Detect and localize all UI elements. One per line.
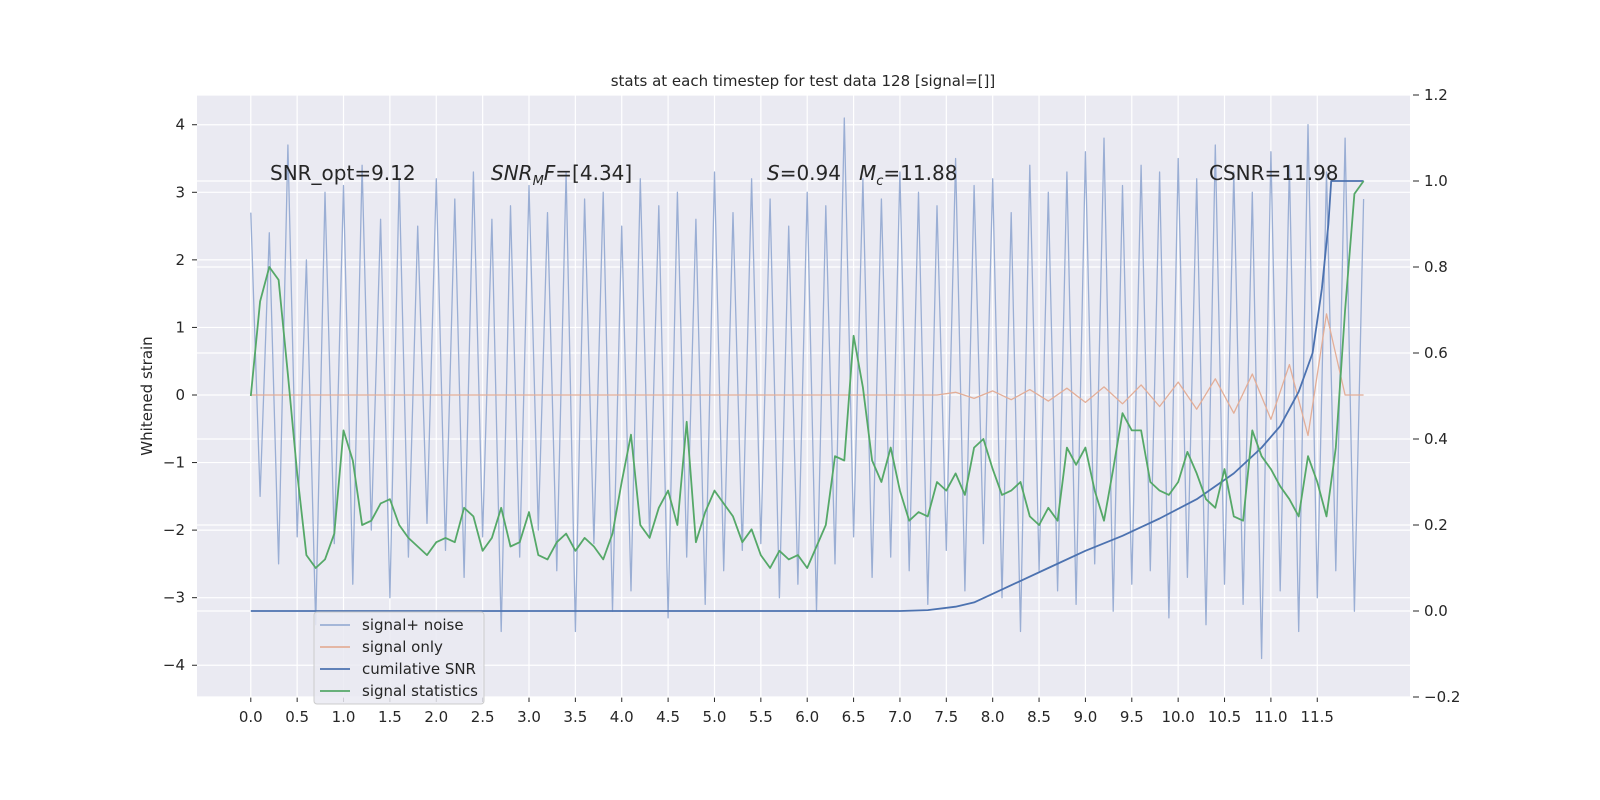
x-tick-label: 5.5 [749, 708, 773, 726]
x-tick-label: 1.5 [378, 708, 402, 726]
y2-tick-label: 0.4 [1424, 430, 1448, 448]
plot-area [197, 95, 1410, 697]
series-line [250, 117, 1365, 660]
x-tick-label: 0.5 [285, 708, 309, 726]
annotation-part: =11.88 [883, 161, 957, 185]
annotation-part: S [767, 161, 780, 185]
y-tick-label: −3 [163, 589, 185, 607]
annotation-part: =[4.34] [555, 161, 632, 185]
y-tick-label: 1 [175, 318, 185, 336]
y-tick-label: 3 [175, 183, 185, 201]
x-tick-label: 5.0 [703, 708, 727, 726]
y2-tick-label: 0.6 [1424, 344, 1448, 362]
x-tick-label: 8.0 [981, 708, 1005, 726]
x-tick-label: 10.5 [1208, 708, 1241, 726]
annotation-part: M [859, 161, 876, 185]
x-tick-label: 10.0 [1161, 708, 1194, 726]
annotation-part: =0.94 [780, 161, 841, 185]
annotation: Mc=11.88 [859, 161, 957, 189]
y-tick-label: 4 [175, 116, 185, 134]
annotation-part: M [533, 174, 544, 189]
legend-label: signal only [362, 638, 443, 656]
legend-box [313, 611, 485, 705]
x-tick-label: 4.5 [656, 708, 680, 726]
legend-label: signal statistics [362, 682, 478, 700]
x-tick-label: 2.0 [424, 708, 448, 726]
x-tick-label: 3.5 [563, 708, 587, 726]
y2-tick-label: 0.2 [1424, 516, 1448, 534]
x-tick-label: 4.0 [610, 708, 634, 726]
x-tick-label: 9.5 [1120, 708, 1144, 726]
series-group [249, 117, 1365, 660]
y-axis-label: Whitened strain [138, 336, 156, 455]
y-tick-label: −1 [163, 454, 185, 472]
annotation-part: c [876, 174, 883, 189]
x-tick-label: 6.5 [842, 708, 866, 726]
y2-tick-label: 0.0 [1424, 602, 1448, 620]
series-line [250, 313, 1364, 437]
x-tick-label: 7.0 [888, 708, 912, 726]
x-tick-label: 7.5 [934, 708, 958, 726]
x-tick-label: 1.0 [332, 708, 356, 726]
annotation-part: F [544, 161, 556, 185]
annotation: SNR_opt=9.12 [270, 161, 416, 185]
chart-title: stats at each timestep for test data 128… [611, 72, 996, 90]
y2-tick-label: 0.8 [1424, 258, 1448, 276]
x-tick-label: 6.0 [795, 708, 819, 726]
x-tick-label: 11.0 [1254, 708, 1287, 726]
series-line [250, 180, 1364, 612]
series-line [249, 180, 1365, 569]
annotation-part: SNR [491, 161, 533, 185]
x-tick-label: 9.0 [1073, 708, 1097, 726]
legend-label: signal+ noise [362, 616, 464, 634]
x-tick-label: 0.0 [239, 708, 263, 726]
y2-tick-label: −0.2 [1424, 688, 1460, 706]
y-tick-label: 0 [175, 386, 185, 404]
y-tick-label: 2 [175, 251, 185, 269]
legend-label: cumilative SNR [362, 660, 476, 678]
x-tick-label: 2.5 [471, 708, 495, 726]
annotation: CSNR=11.98 [1209, 161, 1339, 185]
annotation: SNRMF=[4.34] [491, 161, 632, 189]
annotation: S=0.94 [767, 161, 841, 185]
y-tick-label: −4 [163, 656, 185, 674]
x-tick-label: 11.5 [1301, 708, 1334, 726]
y2-tick-label: 1.0 [1424, 172, 1448, 190]
y-tick-label: −2 [163, 521, 185, 539]
x-tick-label: 3.0 [517, 708, 541, 726]
y2-tick-label: 1.2 [1424, 86, 1448, 104]
x-tick-label: 8.5 [1027, 708, 1051, 726]
